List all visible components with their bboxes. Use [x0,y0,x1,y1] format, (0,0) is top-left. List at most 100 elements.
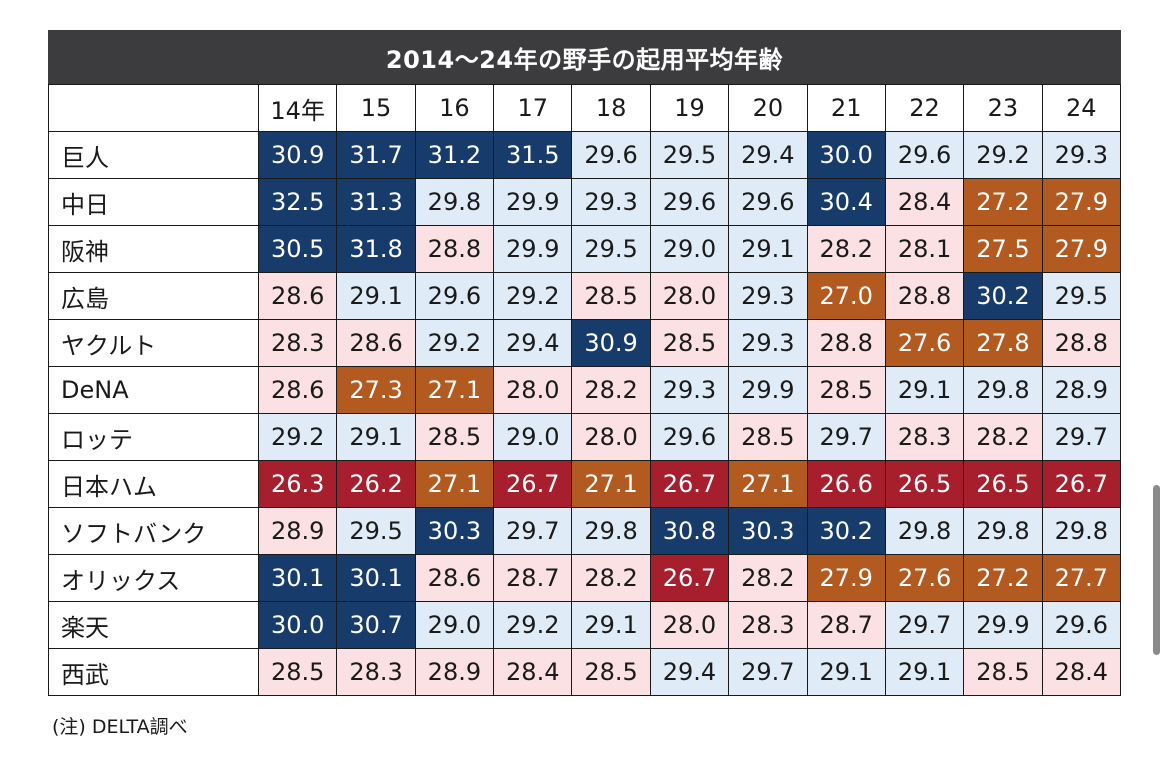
age-cell: 29.5 [649,131,730,179]
age-cell: 26.7 [649,460,730,508]
age-cell: 28.6 [257,366,338,414]
team-label: 中日 [48,178,259,226]
age-cell: 29.5 [571,225,651,273]
age-cell: 29.1 [336,413,416,461]
age-cell: 29.9 [493,225,573,273]
age-cell: 28.5 [571,648,651,696]
age-cell: 28.3 [336,648,416,696]
age-cell: 28.9 [414,648,495,696]
age-cell: 29.4 [493,319,573,367]
table-row: ソフトバンク 28.9 29.5 30.3 29.7 29.8 30.8 30.3 30.2 29… [48,507,1122,555]
age-cell: 29.7 [806,413,886,461]
table-row: 西武 28.5 28.3 28.9 28.4 28.5 29.4 29.7 29.1 29.1 28… [48,648,1122,696]
age-cell: 26.7 [493,460,573,508]
age-cell: 28.5 [414,413,495,461]
age-cell: 27.9 [806,554,886,602]
age-cell: 28.3 [257,319,338,367]
team-label: 西武 [48,648,259,696]
age-cell: 29.8 [884,507,965,555]
age-cell: 29.3 [728,272,808,320]
age-cell: 28.5 [649,319,730,367]
column-header: 15 [336,84,416,132]
age-cell: 29.1 [884,366,965,414]
age-cell: 29.3 [728,319,808,367]
age-cell: 29.4 [649,648,730,696]
age-cell: 30.9 [571,319,651,367]
age-cell: 27.7 [1041,554,1122,602]
age-cell: 28.3 [884,413,965,461]
age-cell: 30.4 [806,178,886,226]
age-cell: 29.9 [493,178,573,226]
age-cell: 29.6 [1041,601,1122,649]
age-cell: 27.1 [414,366,495,414]
age-cell: 29.2 [493,272,573,320]
column-header: 14年 [257,84,338,132]
age-cell: 28.8 [884,272,965,320]
column-header: 23 [963,84,1043,132]
age-cell: 28.2 [571,554,651,602]
age-cell: 29.6 [728,178,808,226]
age-cell: 28.5 [257,648,338,696]
table-row: ロッテ 29.2 29.1 28.5 29.0 28.0 29.6 28.5 29.7 28.3 2… [48,413,1122,461]
age-cell: 28.0 [493,366,573,414]
age-cell: 26.5 [884,460,965,508]
age-cell: 28.0 [649,272,730,320]
age-cell: 28.2 [806,225,886,273]
age-cell: 27.2 [963,178,1043,226]
age-cell: 28.6 [414,554,495,602]
team-label: 阪神 [48,225,259,273]
age-cell: 29.6 [414,272,495,320]
age-cell: 29.8 [963,507,1043,555]
age-cell: 29.2 [963,131,1043,179]
table-row: オリックス 30.1 30.1 28.6 28.7 28.2 26.7 28.2 27.9 27.… [48,554,1122,602]
column-header: 16 [414,84,495,132]
age-cell: 27.8 [963,319,1043,367]
table-row: 広島 28.6 29.1 29.6 29.2 28.5 28.0 29.3 27.0 28.8 30… [48,272,1122,320]
age-cell: 29.6 [571,131,651,179]
age-cell: 28.4 [884,178,965,226]
age-cell: 30.0 [806,131,886,179]
age-cell: 28.9 [257,507,338,555]
age-cell: 27.5 [963,225,1043,273]
table-body: 巨人 30.9 31.7 31.2 31.5 29.6 29.5 29.4 30.0 29.6 29… [48,131,1122,696]
age-cell: 29.5 [336,507,416,555]
age-cell: 28.0 [571,413,651,461]
age-cell: 29.7 [493,507,573,555]
table-row: 中日 32.5 31.3 29.8 29.9 29.3 29.6 29.6 30.4 28.4 27… [48,178,1122,226]
age-cell: 29.1 [728,225,808,273]
age-table: 14年 15 16 17 18 19 20 21 22 23 24 巨人 30.9 31.7 31.2 31… [48,84,1122,696]
age-cell: 29.2 [414,319,495,367]
age-cell: 30.2 [963,272,1043,320]
age-cell: 29.7 [884,601,965,649]
age-cell: 28.3 [728,601,808,649]
age-cell: 30.3 [414,507,495,555]
age-cell: 29.8 [571,507,651,555]
age-cell: 30.9 [257,131,338,179]
age-cell: 26.7 [1041,460,1122,508]
team-label: 楽天 [48,601,259,649]
age-cell: 27.1 [571,460,651,508]
age-cell: 28.1 [884,225,965,273]
age-cell: 31.7 [336,131,416,179]
age-cell: 29.2 [257,413,338,461]
age-cell: 29.7 [728,648,808,696]
age-cell: 28.2 [963,413,1043,461]
age-cell: 29.1 [884,648,965,696]
age-cell: 28.0 [649,601,730,649]
age-cell: 29.8 [963,366,1043,414]
scrollbar-thumb[interactable] [1153,485,1160,655]
age-cell: 29.0 [649,225,730,273]
age-cell: 30.2 [806,507,886,555]
age-cell: 29.9 [728,366,808,414]
age-cell: 26.5 [963,460,1043,508]
age-cell: 29.8 [414,178,495,226]
column-header: 20 [728,84,808,132]
age-cell: 29.7 [1041,413,1122,461]
age-cell: 28.7 [806,601,886,649]
age-cell: 30.5 [257,225,338,273]
age-cell: 26.2 [336,460,416,508]
age-cell: 29.3 [571,178,651,226]
age-cell: 29.6 [884,131,965,179]
team-label: オリックス [48,554,259,602]
age-cell: 28.5 [571,272,651,320]
